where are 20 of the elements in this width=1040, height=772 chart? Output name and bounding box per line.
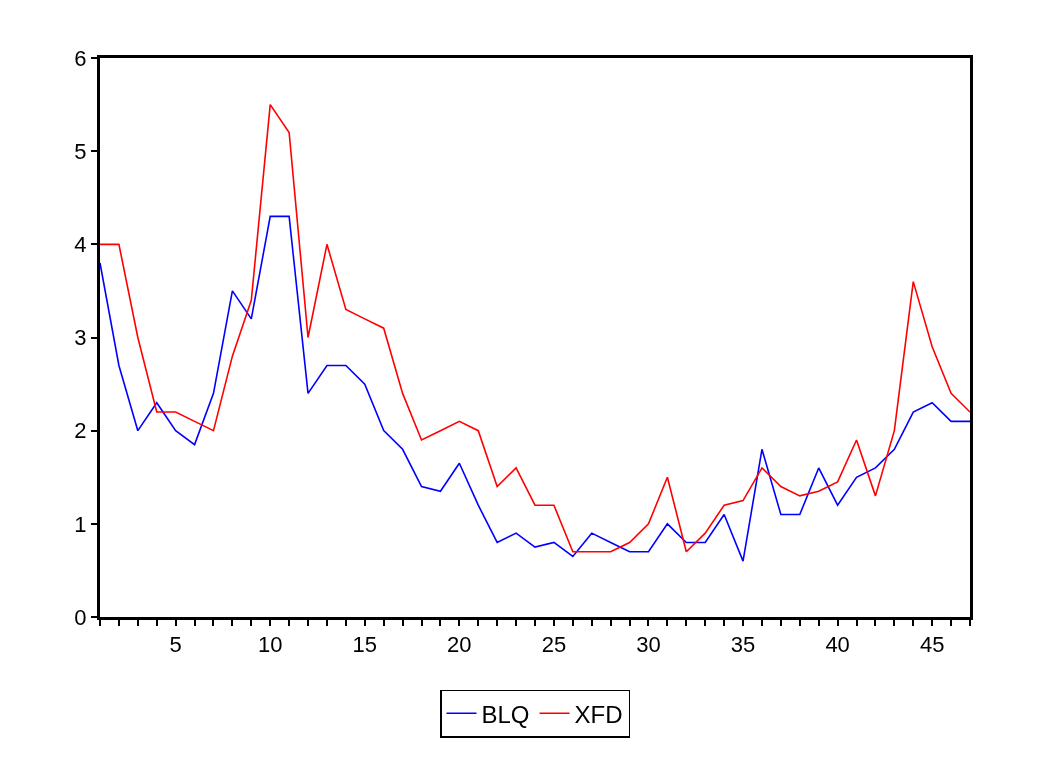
y-tick-label: 4	[74, 232, 87, 258]
x-tick-label: 20	[447, 632, 472, 658]
y-tick-label: 1	[74, 511, 87, 537]
y-tick-label: 2	[74, 418, 87, 444]
x-tick-label: 30	[636, 632, 661, 658]
y-tick-label: 3	[74, 325, 87, 351]
x-tick-label: 35	[730, 632, 756, 658]
y-tick-label: 5	[74, 138, 87, 164]
x-tick-label: 15	[352, 632, 378, 658]
legend-label: XFD	[574, 700, 623, 728]
x-tick-label: 45	[919, 632, 945, 658]
y-tick-label: 0	[74, 604, 87, 630]
line-series	[100, 103, 970, 553]
x-tick-label: 25	[541, 632, 567, 658]
y-tick-label: 6	[74, 45, 87, 71]
x-tick-label: 5	[169, 632, 182, 658]
legend-label: BLQ	[481, 700, 530, 728]
x-tick-label: 10	[257, 632, 283, 658]
x-tick-label: 40	[825, 632, 850, 658]
line-series	[100, 215, 970, 562]
